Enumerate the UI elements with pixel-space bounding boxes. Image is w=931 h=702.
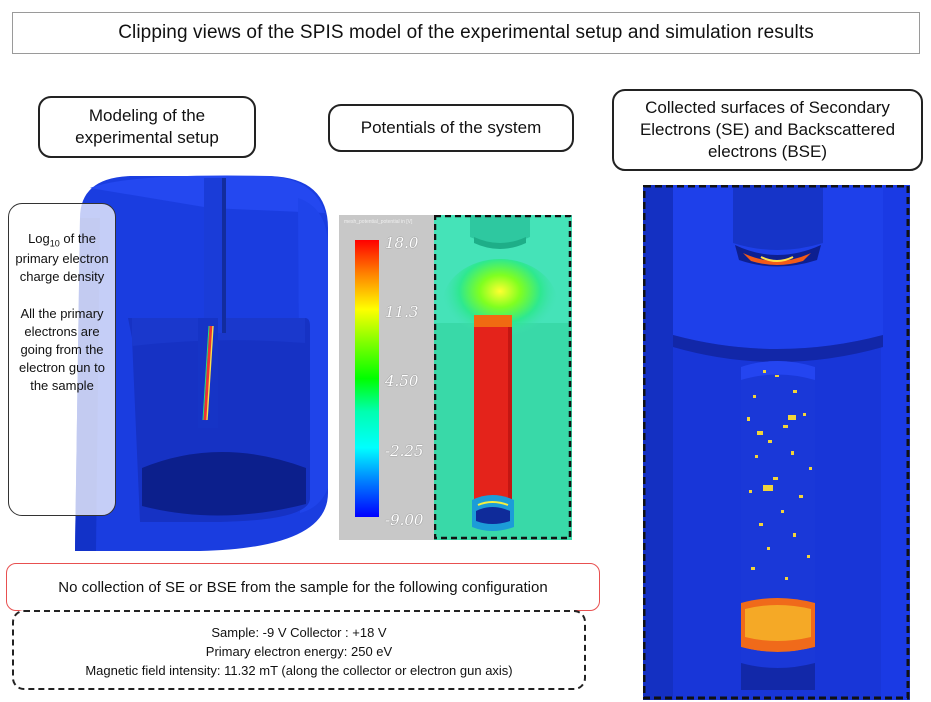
colorbar-tick: 4.50 — [385, 372, 419, 390]
collected-surfaces-view — [643, 185, 910, 700]
charge-density-note: Log10 of the primary electron charge den… — [8, 203, 116, 516]
no-collection-statement: No collection of SE or BSE from the samp… — [6, 563, 600, 611]
colorbar-title: mesh_potential_potential in [V] — [344, 219, 413, 225]
collected-speckles — [747, 370, 812, 580]
magnetic-field-param: Magnetic field intensity: 11.32 mT (alon… — [85, 662, 513, 678]
page-title: Clipping views of the SPIS model of the … — [12, 12, 920, 54]
colorbar-tick: 18.0 — [385, 234, 419, 252]
potentials-callout: Potentials of the system — [328, 104, 574, 152]
log-suffix: of the primary electron charge density — [15, 231, 109, 285]
collected-callout: Collected surfaces of Secondary Electron… — [612, 89, 923, 171]
log-subscript: 10 — [49, 238, 60, 249]
colorbar-gradient — [355, 240, 379, 517]
potential-field-view — [434, 215, 572, 540]
colorbar-tick: -2.25 — [385, 442, 424, 460]
colorbar-tick: 11.3 — [385, 303, 419, 321]
colorbar-panel — [339, 215, 434, 540]
configuration-parameters: Sample: -9 V Collector : +18 V Primary e… — [12, 610, 586, 690]
electron-energy-param: Primary electron energy: 250 eV — [205, 643, 393, 659]
voltage-params: Sample: -9 V Collector : +18 V — [211, 625, 387, 640]
colorbar-tick: -9.00 — [385, 511, 424, 529]
modeling-callout: Modeling of the experimental setup — [38, 96, 256, 158]
electron-path-note: All the primary electrons are going from… — [18, 305, 105, 394]
log-prefix: Log — [28, 231, 50, 246]
